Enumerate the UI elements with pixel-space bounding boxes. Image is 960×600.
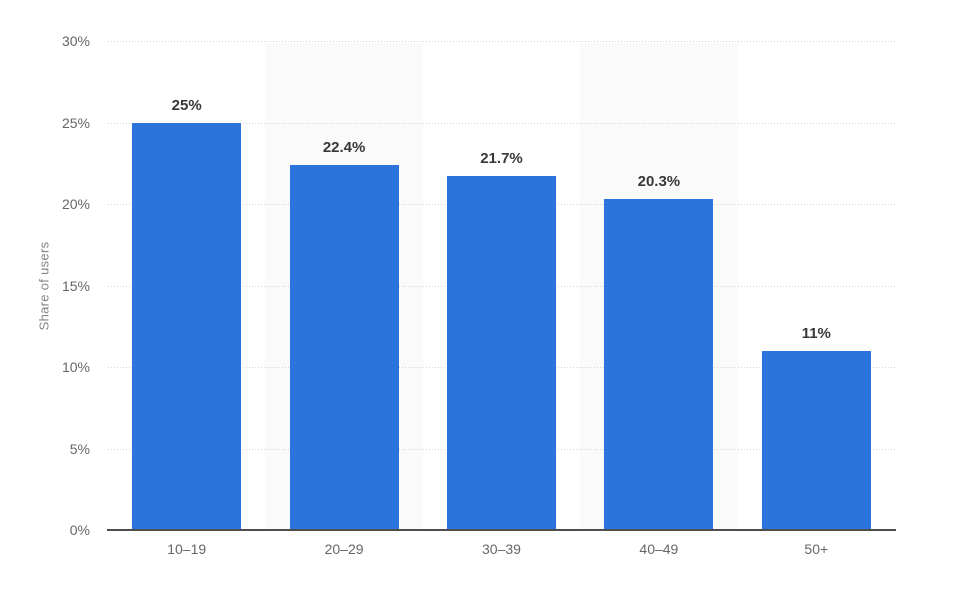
bar-value-label: 11% xyxy=(801,324,831,342)
y-tick-label: 30% xyxy=(61,33,90,49)
x-tick-label: 30–39 xyxy=(482,541,521,557)
plot-area: 25% 22.4% 21.7% 20.3% 11% xyxy=(108,41,895,530)
y-tick-label: 25% xyxy=(61,114,90,131)
bar-40–49[interactable] xyxy=(604,199,714,530)
y-tick-label: 5% xyxy=(69,440,90,457)
bar-50+[interactable] xyxy=(761,350,871,530)
gridline-30% xyxy=(108,41,895,42)
gridline-25% xyxy=(108,122,895,124)
bar-value-label: 25% xyxy=(171,96,202,114)
x-tick-label: 50+ xyxy=(804,541,829,557)
x-tick-label: 10–19 xyxy=(167,541,207,557)
y-tick-label: 15% xyxy=(61,277,90,294)
y-tick-label: 0% xyxy=(69,522,90,538)
x-axis-line xyxy=(107,529,896,531)
bar-30–39[interactable] xyxy=(447,176,556,530)
bar-20–29[interactable] xyxy=(289,164,399,530)
bar-10–19[interactable] xyxy=(132,122,242,530)
y-tick-label: 10% xyxy=(61,359,90,375)
y-tick-label: 20% xyxy=(61,196,90,212)
bar-value-label: 21.7% xyxy=(480,150,523,168)
bar-value-label: 20.3% xyxy=(637,173,681,191)
x-tick-label: 20–29 xyxy=(324,541,364,557)
bar-value-label: 22.4% xyxy=(322,138,366,156)
x-tick-label: 40–49 xyxy=(639,541,679,557)
